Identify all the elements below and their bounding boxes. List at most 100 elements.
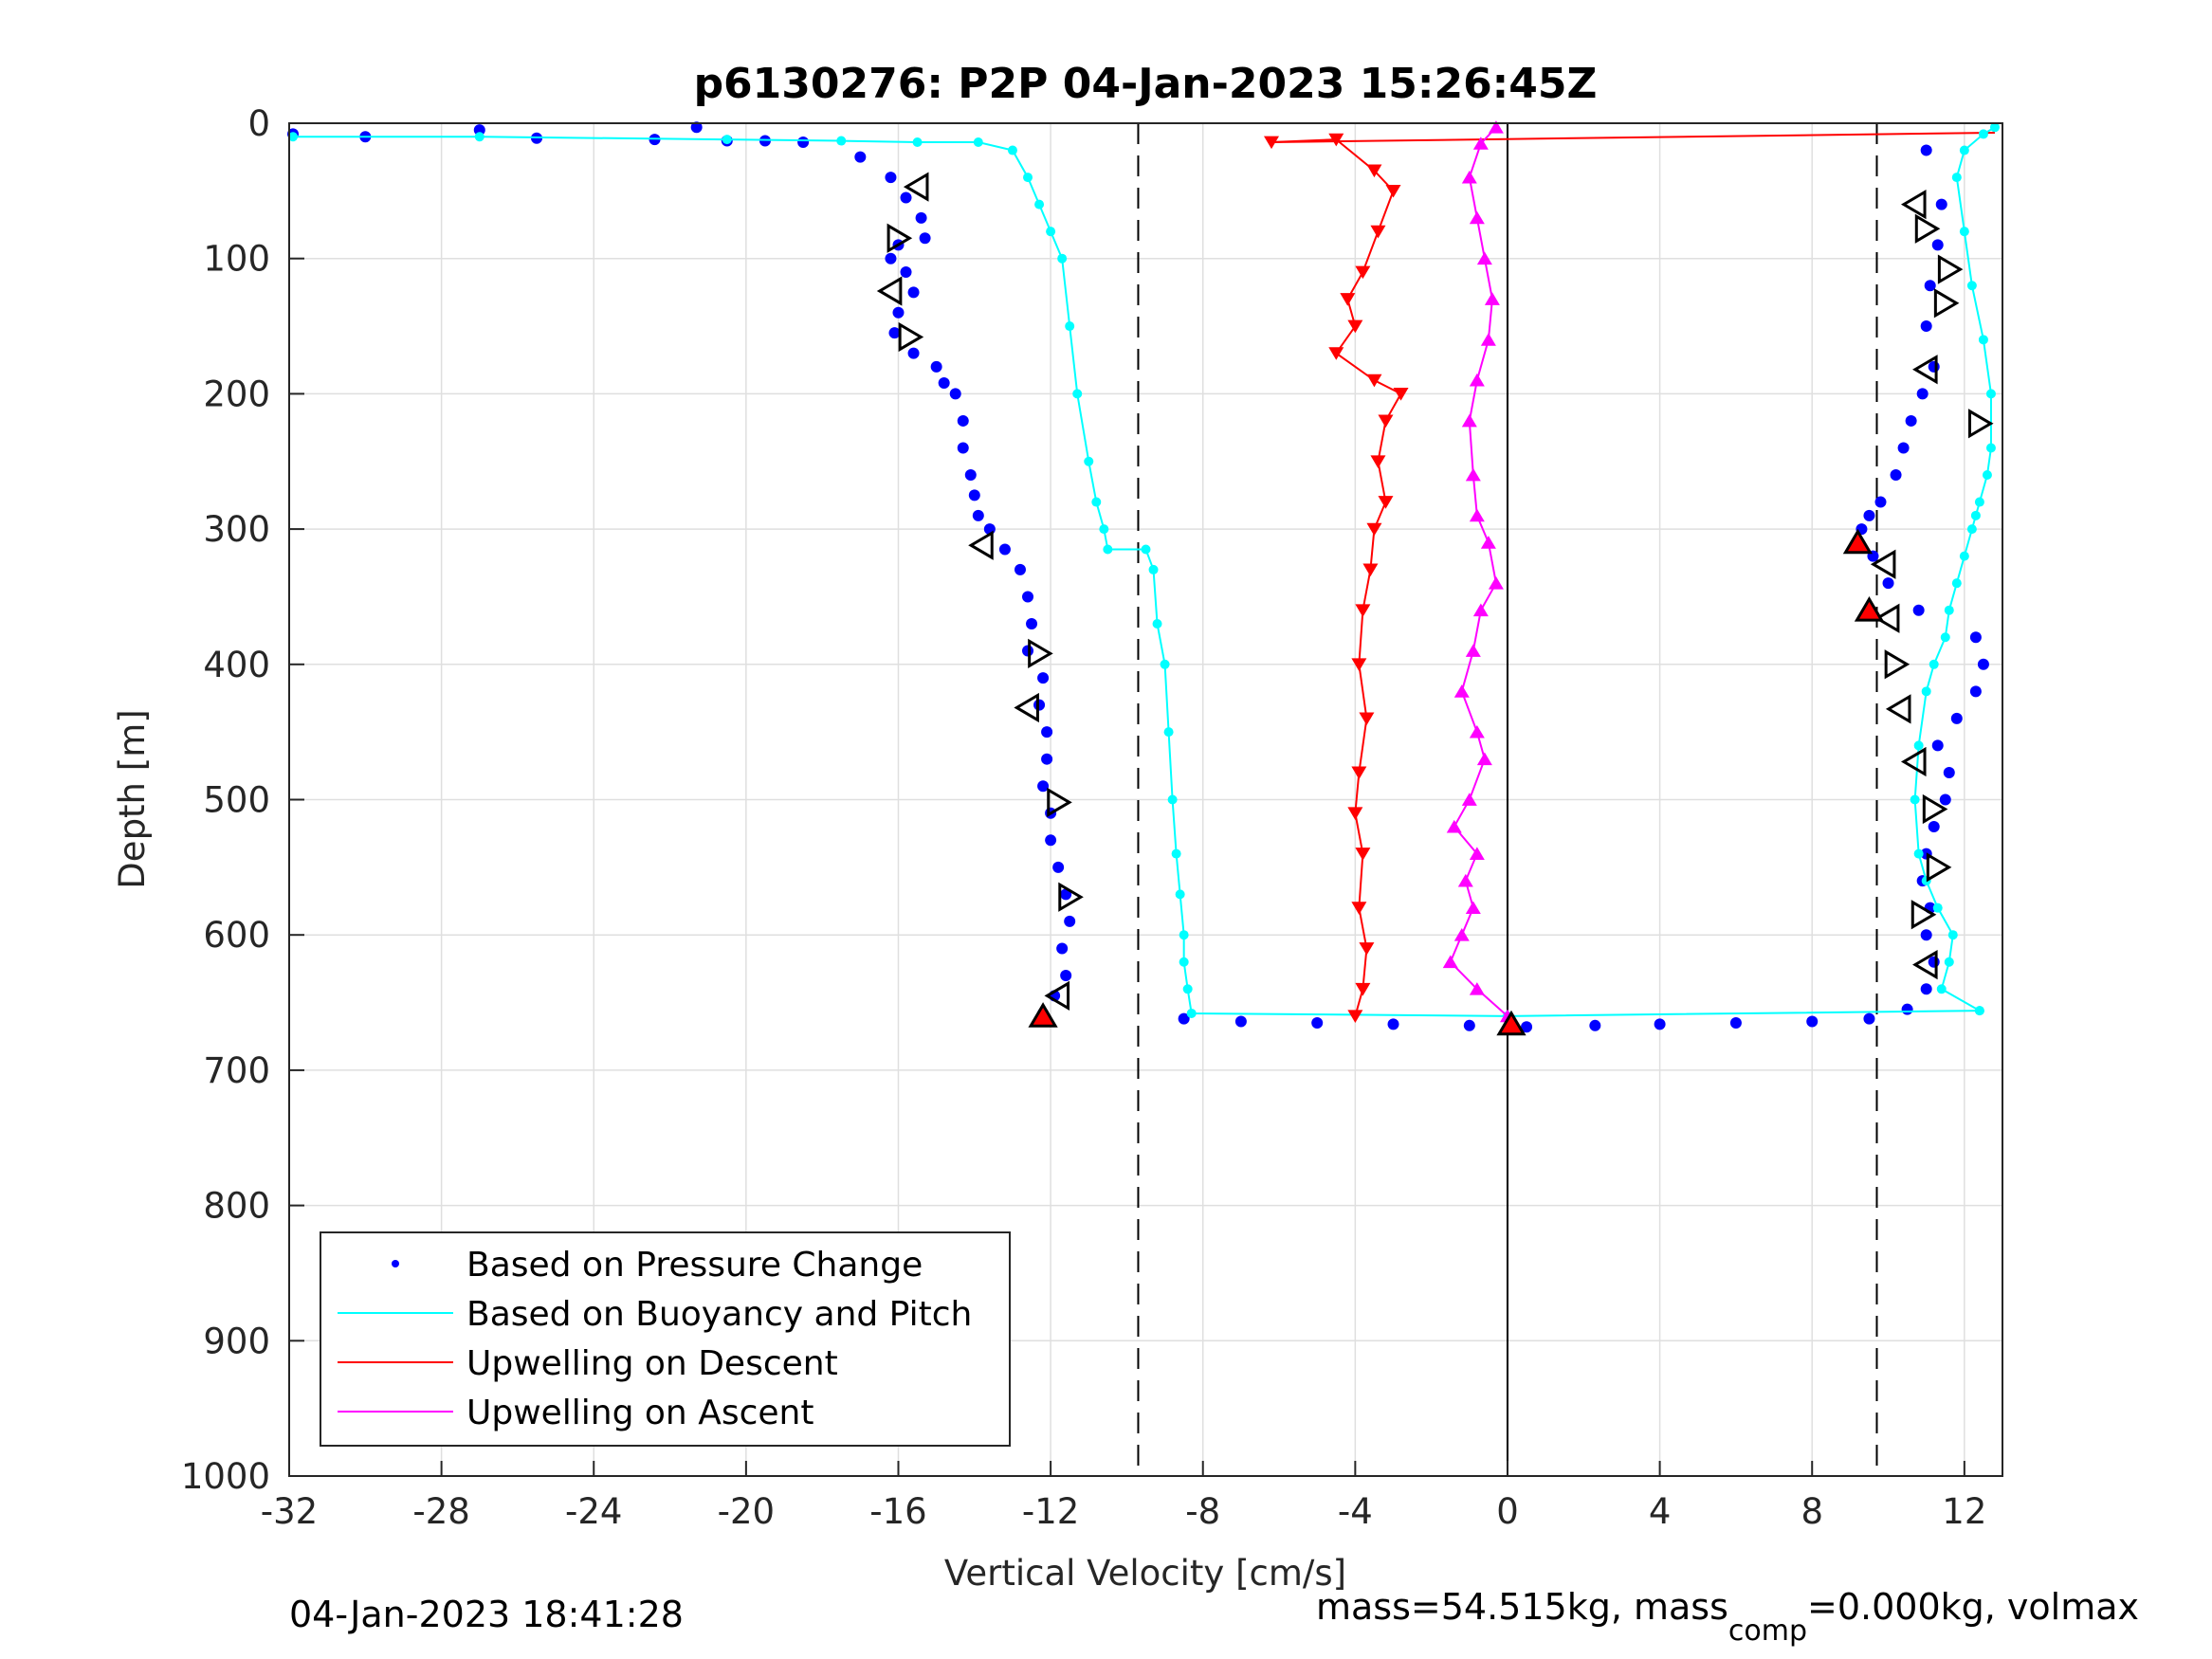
- based-on-pressure-change-point: [949, 388, 961, 400]
- y-tick-label: 300: [203, 509, 270, 550]
- open-triangle-marker: [1968, 409, 1994, 439]
- ascent-point: [1461, 793, 1477, 806]
- based-on-buoyancy-and-pitch-point: [1065, 321, 1075, 332]
- descent-point: [1393, 388, 1409, 401]
- based-on-pressure-change-ascent-point: [1463, 1019, 1475, 1031]
- based-on-buoyancy-and-pitch-point: [474, 132, 484, 142]
- based-on-buoyancy-and-pitch-point: [1023, 173, 1033, 183]
- y-axis-label: Depth [m]: [112, 709, 153, 888]
- descent-point: [1328, 133, 1344, 147]
- ascent-point: [1469, 508, 1485, 522]
- based-on-pressure-change-ascent-point: [1874, 496, 1887, 508]
- open-triangle-marker: [898, 321, 924, 353]
- legend-swatch-pressure: [392, 1260, 399, 1267]
- ascent-point: [1472, 137, 1489, 150]
- based-on-buoyancy-and-pitch-point: [1072, 389, 1083, 399]
- based-on-buoyancy-and-pitch-ascent-point: [1944, 605, 1954, 615]
- based-on-pressure-change-ascent-point: [1234, 1015, 1247, 1028]
- legend-label-pressure: Based on Pressure Change: [466, 1246, 923, 1285]
- based-on-buoyancy-and-pitch-point: [836, 136, 847, 146]
- descent-point: [1385, 184, 1401, 198]
- based-on-buoyancy-and-pitch-point: [1148, 564, 1159, 574]
- open-triangle-marker: [1912, 949, 1938, 980]
- ascent-point: [1461, 170, 1477, 184]
- based-on-pressure-change-ascent-point: [1920, 320, 1932, 333]
- descent-point: [1340, 293, 1356, 306]
- open-triangle-marker: [876, 276, 903, 306]
- based-on-buoyancy-and-pitch-point: [1007, 145, 1017, 155]
- based-on-pressure-change-ascent-point: [1916, 388, 1929, 400]
- based-on-pressure-change-ascent-point: [1931, 739, 1944, 752]
- based-on-pressure-change-ascent-point: [1863, 509, 1875, 521]
- based-on-pressure-change-ascent-point: [1928, 360, 1940, 373]
- based-on-buoyancy-and-pitch-ascent-point: [1959, 551, 1969, 561]
- based-on-pressure-change-point: [1052, 861, 1065, 873]
- y-tick-label: 500: [203, 780, 270, 821]
- based-on-pressure-change-ascent-point: [1901, 1003, 1913, 1015]
- descent-point: [1366, 164, 1382, 178]
- descent-point: [1362, 563, 1379, 577]
- ascent-point: [1457, 873, 1473, 887]
- based-on-pressure-change-point: [900, 265, 912, 278]
- ascent-point: [1469, 724, 1485, 738]
- y-tick-label: 700: [203, 1050, 270, 1091]
- based-on-buoyancy-and-pitch-point: [1141, 544, 1151, 555]
- open-triangle-marker: [887, 223, 913, 253]
- x-tick-label: -32: [261, 1491, 318, 1532]
- ascent-point: [1476, 251, 1492, 265]
- based-on-pressure-change-ascent-point: [1387, 1018, 1399, 1030]
- descent-point: [1355, 265, 1371, 280]
- footer-mass-prefix: mass=54.515kg, mass: [1316, 1586, 1728, 1628]
- based-on-buoyancy-and-pitch-point: [1084, 456, 1094, 466]
- based-on-pressure-change-ascent-point: [1920, 929, 1932, 941]
- based-on-buoyancy-and-pitch-point: [1103, 544, 1113, 555]
- based-on-buoyancy-and-pitch-ascent-point: [1910, 794, 1920, 805]
- based-on-pressure-change-ascent-point: [1589, 1019, 1601, 1031]
- based-on-buoyancy-and-pitch-point: [1099, 524, 1109, 535]
- ascent-point: [1469, 982, 1485, 995]
- open-triangle-marker: [968, 530, 994, 560]
- based-on-buoyancy-and-pitch-point: [1152, 618, 1162, 629]
- based-on-buoyancy-and-pitch-ascent-point: [1921, 686, 1931, 697]
- descent-point: [1355, 848, 1371, 861]
- based-on-pressure-change-ascent-point: [1882, 577, 1894, 590]
- ascent-point: [1480, 333, 1496, 346]
- based-on-pressure-change-ascent-point: [1897, 442, 1910, 454]
- y-tick-label: 400: [203, 645, 270, 685]
- ascent-point: [1480, 536, 1496, 549]
- event-marker: [1854, 596, 1885, 622]
- open-triangle-marker: [903, 172, 929, 202]
- based-on-buoyancy-and-pitch-point: [722, 135, 732, 145]
- open-triangle-marker: [1922, 793, 1948, 825]
- open-triangle-marker: [1047, 787, 1072, 817]
- footer-timestamp: 04-Jan-2023 18:41:28: [289, 1594, 684, 1635]
- based-on-buoyancy-and-pitch-point: [1163, 727, 1174, 738]
- open-triangle-marker: [1058, 882, 1084, 912]
- footer-mass-info: mass=54.515kg, masscomp=0.000kg, volmax: [1316, 1586, 2139, 1648]
- y-tick-labels: 0 100 200 300 400 500 600 700 800 900 1000: [181, 103, 270, 1497]
- based-on-pressure-change-point: [1026, 617, 1038, 629]
- ascent-point: [1465, 467, 1481, 482]
- based-on-buoyancy-and-pitch-ascent-point: [1947, 930, 1958, 940]
- footer-mass-suffix: =0.000kg, volmax: [1807, 1586, 2139, 1628]
- based-on-pressure-change-point: [1033, 699, 1046, 711]
- based-on-pressure-change-point: [938, 376, 950, 389]
- ascent-point: [1488, 575, 1504, 590]
- ascent-point: [1465, 901, 1481, 915]
- based-on-pressure-change-point: [907, 286, 920, 299]
- ascent-point: [1453, 684, 1470, 698]
- based-on-buoyancy-and-pitch-point: [1179, 957, 1189, 967]
- descent-point: [1355, 982, 1371, 996]
- based-on-pressure-change-point: [930, 360, 942, 373]
- based-on-buoyancy-and-pitch-ascent-point: [1978, 129, 1988, 139]
- ascent-point: [1469, 847, 1485, 860]
- y-tick-label: 100: [203, 239, 270, 280]
- based-on-pressure-change-point: [892, 306, 905, 319]
- based-on-buoyancy-and-pitch-ascent-point: [1985, 443, 1996, 453]
- ascent-point: [1453, 928, 1470, 941]
- based-on-buoyancy-and-pitch-ascent-point: [1966, 524, 1977, 535]
- y-tick-label: 600: [203, 915, 270, 956]
- based-on-buoyancy-and-pitch-point: [1171, 848, 1181, 859]
- based-on-pressure-change-point: [1022, 591, 1034, 603]
